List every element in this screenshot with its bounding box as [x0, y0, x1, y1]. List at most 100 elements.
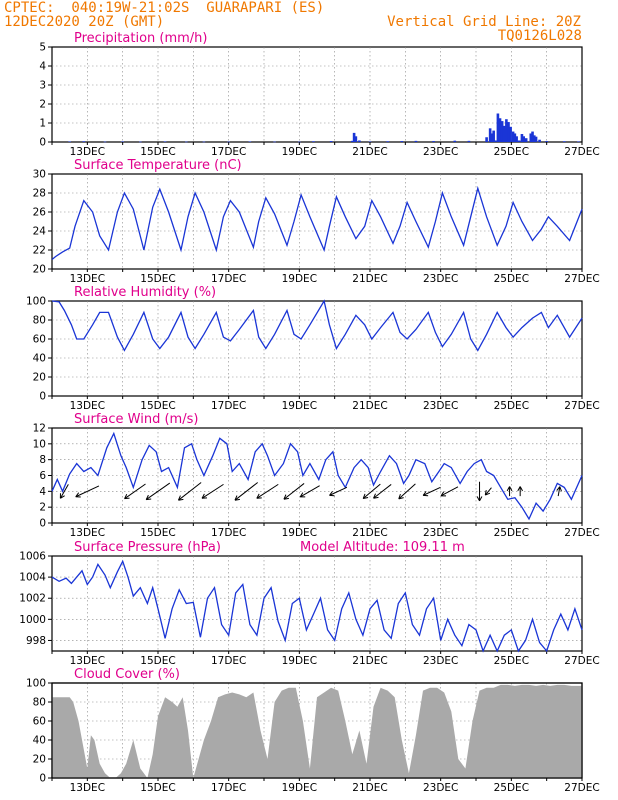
wind-arrow	[178, 482, 202, 501]
x-tick-label: 19DEC	[282, 655, 317, 667]
precip-bar	[163, 141, 167, 143]
x-tick-label: 25DEC	[494, 782, 529, 794]
x-tick-label: 13DEC	[70, 782, 105, 794]
precip-bar	[103, 141, 107, 143]
precip-bar	[538, 139, 541, 142]
wind-arrow-head	[479, 496, 483, 502]
precip-bar	[352, 132, 356, 142]
x-tick-label: 13DEC	[70, 146, 105, 158]
y-tick-label: 12	[33, 423, 46, 435]
x-tick-label: 23DEC	[423, 273, 458, 285]
x-tick-label: 25DEC	[494, 400, 529, 412]
precip-bar	[248, 141, 252, 143]
precip-bar	[531, 131, 534, 142]
precip-bar	[400, 141, 404, 142]
x-tick-label: 19DEC	[282, 400, 317, 412]
y-tick-label: 100	[26, 296, 46, 308]
x-tick-label: 17DEC	[211, 273, 246, 285]
x-tick-label: 27DEC	[564, 655, 599, 667]
precip-bar	[82, 141, 86, 142]
y-tick-label: 1000	[19, 614, 46, 626]
x-tick-label: 25DEC	[494, 273, 529, 285]
wind-arrow-head	[363, 497, 369, 500]
precip-bar	[496, 113, 500, 142]
y-tick-label: 1	[39, 118, 46, 130]
y-tick-label: 20	[33, 264, 46, 276]
precip-bar	[368, 141, 372, 143]
panel-frame	[51, 300, 583, 397]
wind-arrow-head	[124, 493, 128, 499]
x-tick-label: 17DEC	[211, 146, 246, 158]
precip-bar	[498, 118, 502, 142]
precip-bar	[534, 136, 538, 142]
cloud-area	[52, 684, 582, 778]
wind-arrow-head	[283, 497, 289, 500]
precip-bar	[520, 134, 524, 142]
x-tick-label: 23DEC	[423, 527, 458, 539]
x-tick-label: 13DEC	[70, 400, 105, 412]
wind-arrow-head	[422, 491, 427, 496]
wind-arrow-head	[440, 491, 445, 497]
x-tick-label: 27DEC	[564, 527, 599, 539]
precip-bar	[505, 119, 508, 142]
precip-bar	[432, 141, 435, 142]
wind-arrow-head	[234, 498, 241, 501]
panel-title: Relative Humidity (%)	[74, 285, 216, 300]
wind-arrow	[145, 482, 171, 501]
panel-title: Surface Pressure (hPa)	[74, 540, 221, 555]
wind-arrow-head	[146, 498, 152, 501]
y-tick-label: 2	[39, 502, 46, 514]
wind-arrow-head	[177, 495, 181, 501]
y-tick-label: 20	[33, 372, 46, 384]
y-tick-label: 30	[33, 169, 46, 181]
wind-arrow	[329, 486, 348, 496]
wind-arrow-head	[517, 486, 521, 492]
precip-bar	[358, 140, 361, 142]
wind-arrow-head	[485, 492, 491, 496]
wind-arrow	[398, 483, 416, 500]
panel-title: Surface Temperature (nC)	[74, 158, 242, 173]
wind-arrow-head	[556, 486, 561, 491]
y-tick-label: 1004	[19, 572, 46, 584]
wind-arrow-head	[398, 497, 404, 500]
wind-arrow	[362, 483, 381, 499]
y-tick-label: 0	[39, 137, 46, 149]
wind-arrow-head	[256, 493, 260, 499]
precip-bar	[511, 131, 515, 142]
precip-bar	[467, 140, 471, 142]
wind-arrow-head	[299, 492, 304, 498]
wind-arrow-head	[60, 495, 65, 499]
y-tick-label: 5	[39, 42, 46, 54]
x-tick-label: 19DEC	[282, 146, 317, 158]
wind-arrow-head	[145, 494, 149, 500]
precip-bar	[563, 141, 566, 142]
panel-title: Precipitation (mm/h)	[74, 31, 207, 46]
x-tick-label: 21DEC	[352, 400, 387, 412]
x-tick-label: 21DEC	[352, 782, 387, 794]
x-tick-label: 27DEC	[564, 782, 599, 794]
precip-bar	[414, 140, 418, 142]
wind-arrow	[422, 486, 441, 496]
x-tick-label: 15DEC	[140, 273, 175, 285]
x-tick-label: 21DEC	[352, 146, 387, 158]
precip-bar	[517, 140, 521, 142]
wind-arrow-head	[201, 493, 205, 499]
series-line	[51, 559, 583, 653]
y-tick-label: 4	[39, 486, 46, 498]
wind-arrow	[256, 483, 279, 499]
wind-arrow-head	[398, 493, 401, 499]
x-tick-label: 15DEC	[140, 655, 175, 667]
wind-arrow	[59, 484, 69, 499]
y-tick-label: 0	[39, 518, 46, 530]
header-model-id: TQ0126L028	[497, 28, 582, 44]
wind-arrow	[283, 483, 305, 500]
y-tick-label: 100	[26, 678, 46, 690]
x-tick-label: 25DEC	[494, 146, 529, 158]
panel-title: Surface Wind (m/s)	[74, 412, 198, 427]
precip-bar	[273, 141, 276, 143]
x-tick-label: 23DEC	[423, 655, 458, 667]
y-tick-label: 60	[33, 716, 46, 728]
y-tick-label: 4	[39, 61, 46, 73]
panel-frame	[51, 682, 583, 779]
x-tick-label: 15DEC	[140, 146, 175, 158]
